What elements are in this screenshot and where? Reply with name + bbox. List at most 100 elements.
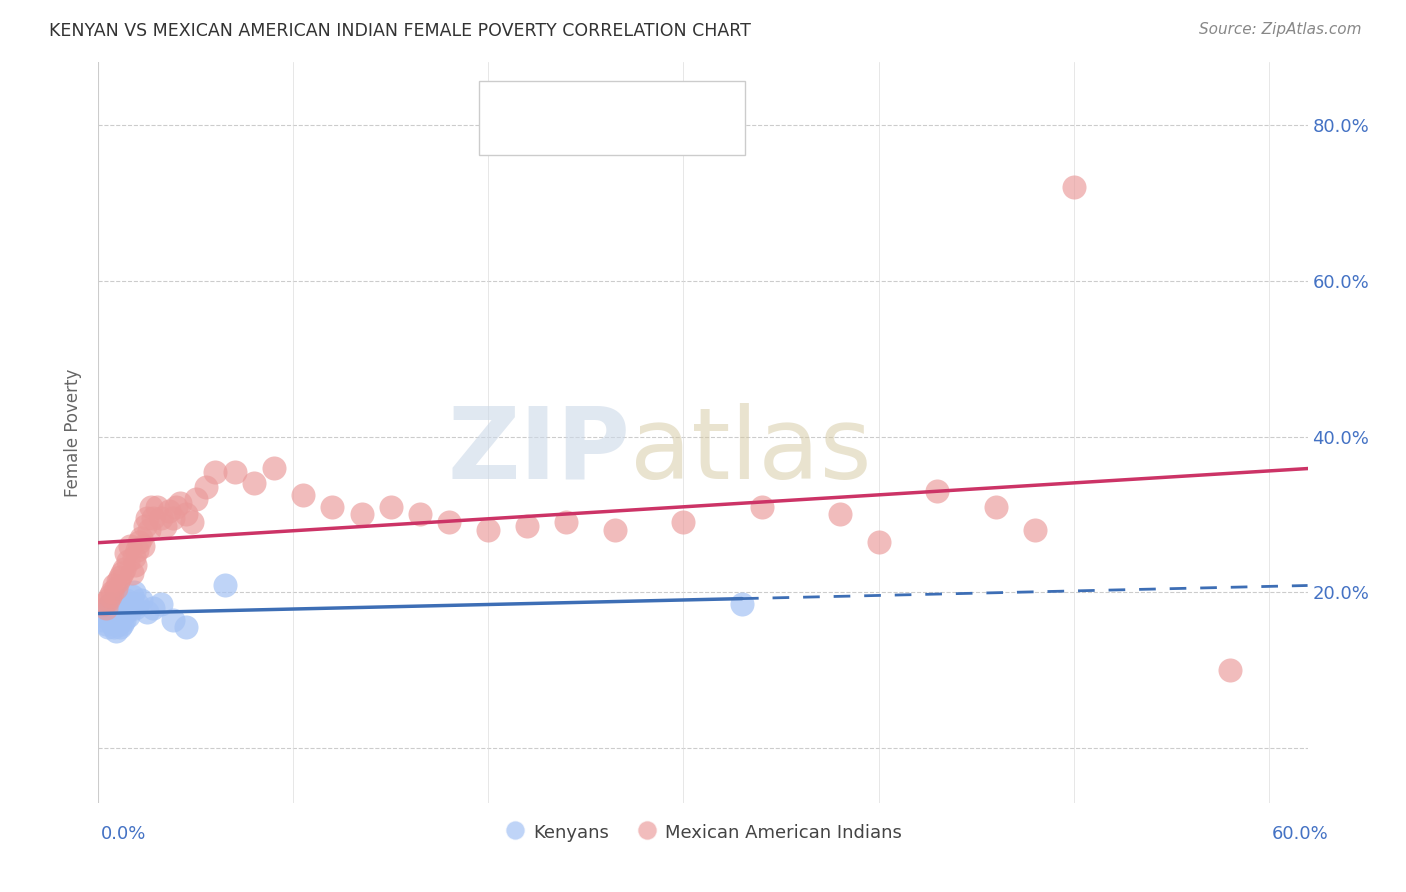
Point	[142, 511, 165, 525]
Text: atlas: atlas	[630, 402, 872, 500]
Point	[127, 542, 149, 557]
Point	[96, 616, 118, 631]
Point	[751, 500, 773, 514]
Point	[122, 585, 145, 599]
Point	[101, 585, 124, 599]
Point	[96, 601, 118, 615]
Point	[165, 500, 187, 514]
Point	[138, 523, 160, 537]
Point	[153, 519, 176, 533]
Text: KENYAN VS MEXICAN AMERICAN INDIAN FEMALE POVERTY CORRELATION CHART: KENYAN VS MEXICAN AMERICAN INDIAN FEMALE…	[49, 22, 751, 40]
Text: Source: ZipAtlas.com: Source: ZipAtlas.com	[1198, 22, 1361, 37]
Point	[101, 605, 124, 619]
Point	[127, 597, 149, 611]
Point	[124, 558, 146, 573]
Point	[555, 515, 578, 529]
Point	[224, 465, 246, 479]
Point	[104, 605, 127, 619]
Point	[214, 577, 236, 591]
Point	[132, 539, 155, 553]
Point	[146, 500, 169, 514]
Point	[118, 597, 141, 611]
Point	[111, 616, 134, 631]
Legend: Kenyans, Mexican American Indians: Kenyans, Mexican American Indians	[496, 815, 910, 849]
Point	[121, 566, 143, 580]
Point	[128, 534, 150, 549]
Point	[321, 500, 343, 514]
Point	[1219, 663, 1241, 677]
Point	[477, 523, 499, 537]
Point	[122, 550, 145, 565]
Point	[114, 605, 136, 619]
Point	[984, 500, 1007, 514]
Point	[134, 519, 156, 533]
Point	[112, 597, 135, 611]
Point	[131, 531, 153, 545]
Point	[204, 465, 226, 479]
Point	[112, 613, 135, 627]
Point	[118, 539, 141, 553]
FancyBboxPatch shape	[479, 81, 745, 155]
Point	[243, 476, 266, 491]
Point	[162, 613, 184, 627]
Point	[108, 570, 131, 584]
Point	[1024, 523, 1046, 537]
Point	[111, 566, 134, 580]
Point	[174, 508, 197, 522]
Y-axis label: Female Poverty: Female Poverty	[65, 368, 83, 497]
Point	[96, 605, 118, 619]
Point	[131, 593, 153, 607]
Point	[97, 593, 120, 607]
Point	[149, 597, 172, 611]
Point	[409, 508, 432, 522]
Point	[181, 515, 204, 529]
Text: 0.0%: 0.0%	[101, 825, 146, 843]
Point	[98, 589, 121, 603]
Point	[157, 503, 180, 517]
Point	[114, 593, 136, 607]
Point	[136, 605, 159, 619]
Point	[169, 496, 191, 510]
Point	[103, 620, 125, 634]
Point	[162, 511, 184, 525]
Point	[103, 577, 125, 591]
Point	[380, 500, 402, 514]
Point	[121, 589, 143, 603]
Point	[194, 480, 217, 494]
Point	[104, 624, 127, 639]
Point	[108, 608, 131, 623]
Point	[98, 597, 121, 611]
Point	[516, 519, 538, 533]
Point	[139, 500, 162, 514]
Point	[101, 608, 124, 623]
Point	[107, 601, 129, 615]
Point	[292, 488, 315, 502]
Point	[98, 613, 121, 627]
Point	[672, 515, 695, 529]
Point	[149, 511, 172, 525]
Point	[605, 523, 627, 537]
Point	[117, 608, 139, 623]
Point	[925, 484, 948, 499]
Point	[350, 508, 373, 522]
Point	[93, 597, 115, 611]
Point	[97, 601, 120, 615]
Point	[97, 620, 120, 634]
Point	[93, 608, 115, 623]
Point	[108, 620, 131, 634]
Point	[112, 562, 135, 576]
Point	[136, 511, 159, 525]
Point	[731, 597, 754, 611]
Point	[117, 554, 139, 568]
Point	[124, 601, 146, 615]
Point	[263, 460, 285, 475]
Point	[174, 620, 197, 634]
Point	[107, 574, 129, 588]
Point	[114, 546, 136, 560]
Point	[142, 601, 165, 615]
Point	[104, 582, 127, 596]
Point	[828, 508, 851, 522]
Point	[91, 613, 114, 627]
Text: ZIP: ZIP	[447, 402, 630, 500]
Text: 60.0%: 60.0%	[1272, 825, 1329, 843]
